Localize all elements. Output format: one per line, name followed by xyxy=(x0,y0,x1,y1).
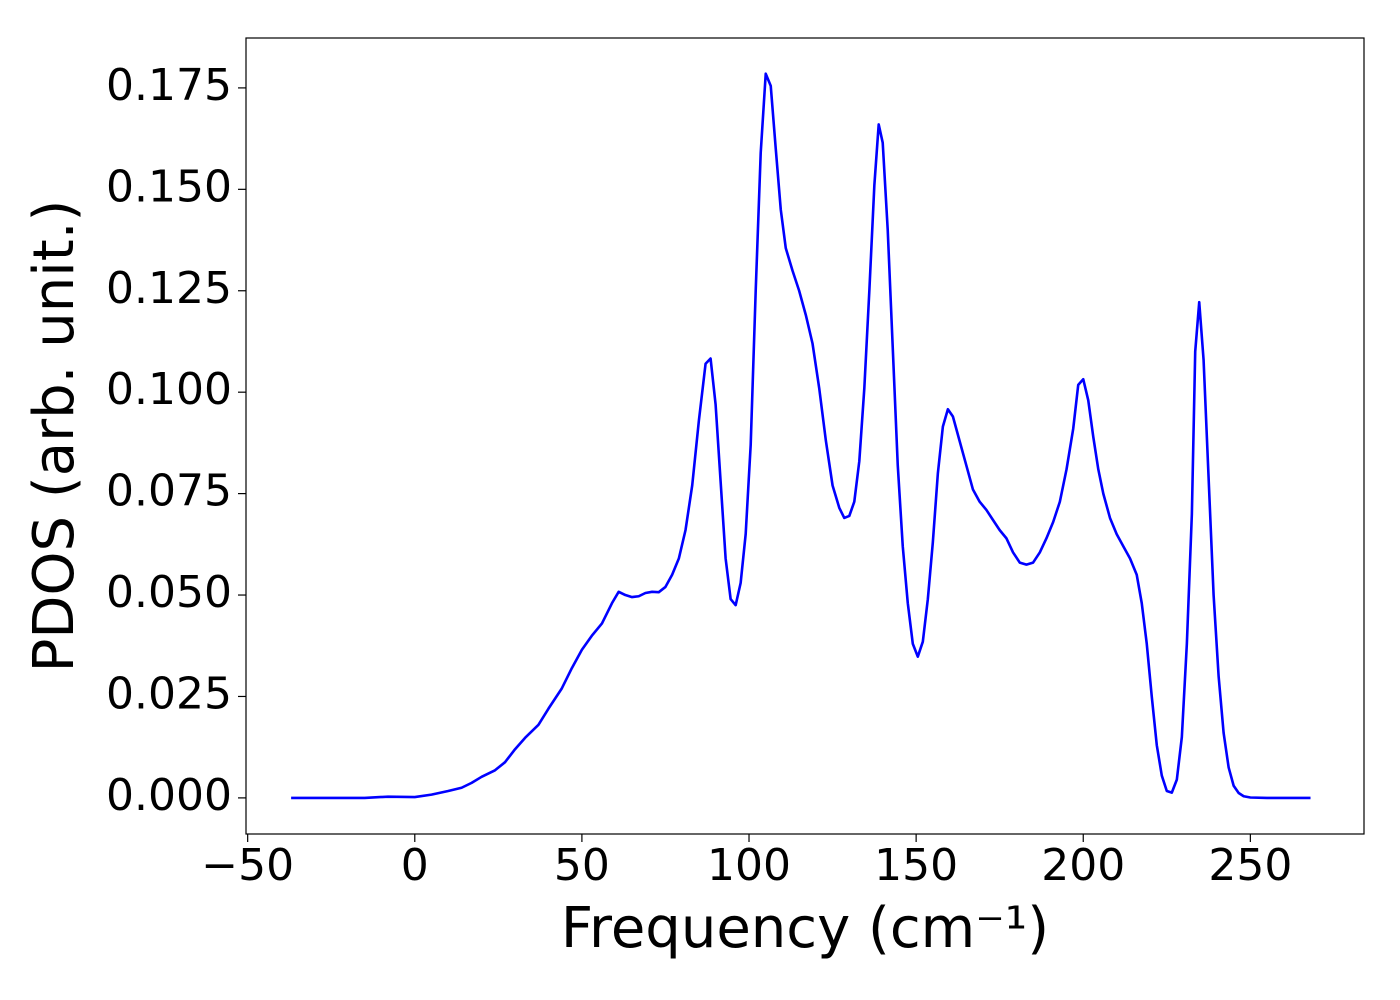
y-tick-label: 0.100 xyxy=(106,364,232,415)
y-tick-label: 0.150 xyxy=(106,161,232,212)
y-tick-label: 0.025 xyxy=(106,668,232,719)
x-tick-label: 100 xyxy=(707,840,791,891)
x-tick-label: 0 xyxy=(401,840,429,891)
y-axis-label: PDOS (arb. unit.) xyxy=(22,200,87,673)
x-tick-label: 50 xyxy=(554,840,610,891)
x-tick-label: 250 xyxy=(1208,840,1292,891)
y-tick-label: 0.075 xyxy=(106,466,232,517)
plot-frame xyxy=(245,37,1365,835)
y-tick-label: 0.175 xyxy=(106,60,232,111)
y-tick-label: 0.125 xyxy=(106,263,232,314)
x-tick-label: 200 xyxy=(1041,840,1125,891)
x-tick-label: 150 xyxy=(874,840,958,891)
pdos-line xyxy=(291,72,1311,800)
x-axis-label: Frequency (cm⁻¹) xyxy=(561,896,1049,961)
x-tick-label: −50 xyxy=(201,840,294,891)
y-tick-label: 0.050 xyxy=(106,567,232,618)
y-tick-label: 0.000 xyxy=(106,770,232,821)
